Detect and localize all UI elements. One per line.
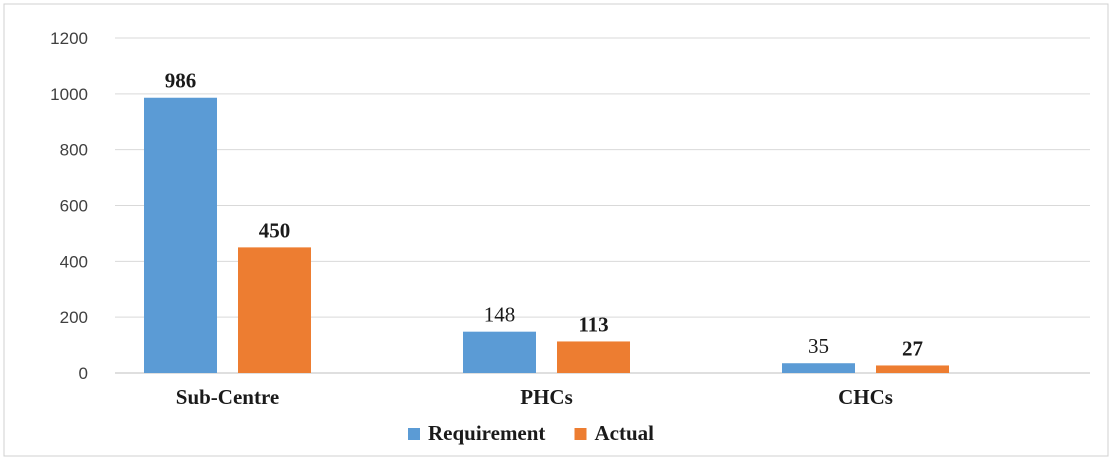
- legend-swatch: [408, 428, 420, 440]
- x-tick-label: CHCs: [838, 385, 893, 409]
- legend-swatch: [574, 428, 587, 440]
- x-axis: Sub-Centre PHCs CHCs: [176, 385, 893, 409]
- y-tick-label: 400: [60, 252, 88, 271]
- data-label: 113: [578, 312, 608, 336]
- bar: [463, 331, 536, 373]
- data-label: 986: [165, 69, 197, 93]
- y-tick-label: 0: [79, 364, 88, 383]
- data-label: 27: [902, 336, 923, 360]
- y-tick-label: 1000: [50, 85, 88, 104]
- y-tick-label: 1200: [50, 29, 88, 48]
- y-tick-label: 600: [60, 197, 88, 216]
- bar: [782, 363, 855, 373]
- bars: [144, 97, 949, 373]
- legend-label: Requirement: [428, 421, 545, 445]
- bar: [144, 97, 217, 373]
- bar: [238, 247, 311, 373]
- bar: [876, 365, 949, 373]
- bar: [557, 341, 630, 373]
- data-label: 148: [484, 303, 516, 327]
- y-tick-label: 800: [60, 141, 88, 160]
- x-tick-label: PHCs: [520, 385, 573, 409]
- legend-label: Actual: [595, 421, 655, 445]
- data-label: 450: [259, 218, 291, 242]
- data-labels: 986 450 148 113 35 27: [165, 69, 923, 361]
- x-tick-label: Sub-Centre: [176, 385, 279, 409]
- data-label: 35: [808, 334, 829, 358]
- y-tick-label: 200: [60, 308, 88, 327]
- y-axis: 0 200 400 600 800 1000 1200: [50, 29, 88, 383]
- legend: Requirement Actual: [408, 421, 654, 445]
